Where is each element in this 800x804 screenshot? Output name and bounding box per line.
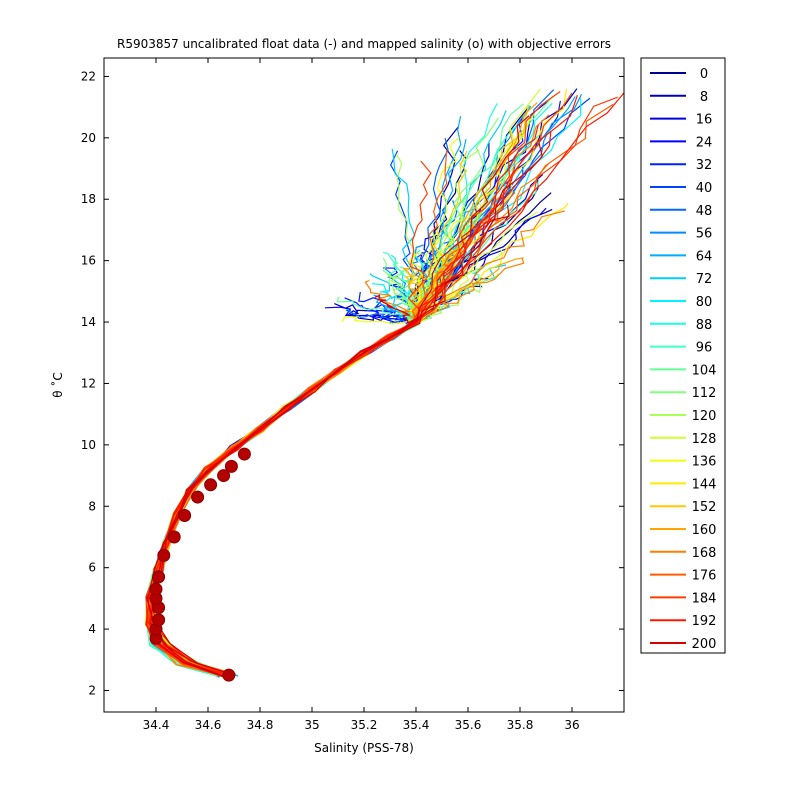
y-axis-label: θ ˚C — [50, 372, 65, 398]
legend-label: 120 — [692, 409, 717, 424]
x-tick-label: 35.6 — [455, 718, 482, 732]
y-tick-label: 8 — [88, 499, 96, 513]
legend-label: 152 — [692, 500, 717, 515]
legend-label: 0 — [700, 67, 708, 82]
legend-label: 16 — [696, 113, 713, 128]
legend-label: 192 — [692, 614, 717, 629]
mapped-salinity-point — [149, 582, 163, 596]
mapped-salinity-point — [204, 478, 218, 492]
legend-label: 56 — [696, 227, 713, 242]
mapped-salinity-point — [191, 490, 205, 504]
legend-label: 168 — [692, 546, 717, 561]
y-tick-label: 20 — [81, 131, 96, 145]
mapped-salinity-point — [157, 548, 171, 562]
legend-label: 24 — [696, 135, 713, 150]
x-tick-label: 34.6 — [195, 718, 222, 732]
mapped-salinity-point — [224, 459, 238, 473]
legend-label: 72 — [696, 272, 713, 287]
legend-label: 144 — [692, 477, 717, 492]
x-tick-label: 35 — [304, 718, 319, 732]
x-tick-label: 34.4 — [143, 718, 170, 732]
x-tick-label: 35.8 — [507, 718, 534, 732]
legend-label: 112 — [692, 386, 717, 401]
y-tick-label: 14 — [81, 315, 96, 329]
y-tick-label: 10 — [81, 438, 96, 452]
legend-label: 48 — [696, 204, 713, 219]
x-tick-label: 34.8 — [247, 718, 274, 732]
mapped-salinity-point — [222, 668, 236, 682]
mapped-salinity-point — [152, 570, 166, 584]
legend-label: 8 — [700, 90, 708, 105]
chart-title: R5903857 uncalibrated float data (-) and… — [117, 37, 611, 51]
mapped-salinity-point — [217, 469, 231, 483]
legend-label: 32 — [696, 158, 713, 173]
y-tick-label: 12 — [81, 376, 96, 390]
legend-label: 104 — [692, 363, 717, 378]
legend-label: 64 — [696, 249, 713, 264]
mapped-salinity-point — [237, 447, 251, 461]
x-tick-label: 36 — [564, 718, 579, 732]
legend-box — [640, 57, 726, 654]
mapped-salinity-markers — [149, 447, 251, 682]
legend-label: 40 — [696, 181, 713, 196]
legend-label: 200 — [692, 637, 717, 652]
legend-label: 136 — [692, 455, 717, 470]
x-tick-label: 35.4 — [403, 718, 430, 732]
y-tick-label: 18 — [81, 192, 96, 206]
y-tick-label: 16 — [81, 254, 96, 268]
y-tick-label: 4 — [88, 622, 96, 636]
legend-label: 128 — [692, 432, 717, 447]
y-tick-label: 22 — [81, 69, 96, 83]
float-profile-line — [150, 142, 543, 674]
legend-label: 184 — [692, 591, 717, 606]
legend-label: 88 — [696, 318, 713, 333]
y-tick-label: 2 — [88, 684, 96, 698]
float-profile-line — [145, 294, 421, 676]
float-profiles — [144, 88, 625, 678]
legend-label: 80 — [696, 295, 713, 310]
legend-label: 160 — [692, 523, 717, 538]
legend-label: 176 — [692, 569, 717, 584]
y-axis-ticks: 2 4 6 8 10 12 14 16 18 20 22 — [81, 69, 624, 698]
mapped-salinity-point — [152, 613, 166, 627]
x-axis-ticks: 34.4 34.6 34.8 35 35.2 35.4 35.6 35.8 36 — [143, 58, 580, 732]
mapped-salinity-point — [167, 530, 181, 544]
x-axis-label: Salinity (PSS-78) — [314, 741, 414, 755]
x-tick-label: 35.2 — [351, 718, 378, 732]
mapped-salinity-point — [178, 508, 192, 522]
y-tick-label: 6 — [88, 561, 96, 575]
legend-label: 96 — [696, 341, 713, 356]
legend: 0 8 16 24 32 40 48 56 64 72 80 88 96 104 112 120 128 136 1… — [640, 57, 726, 654]
